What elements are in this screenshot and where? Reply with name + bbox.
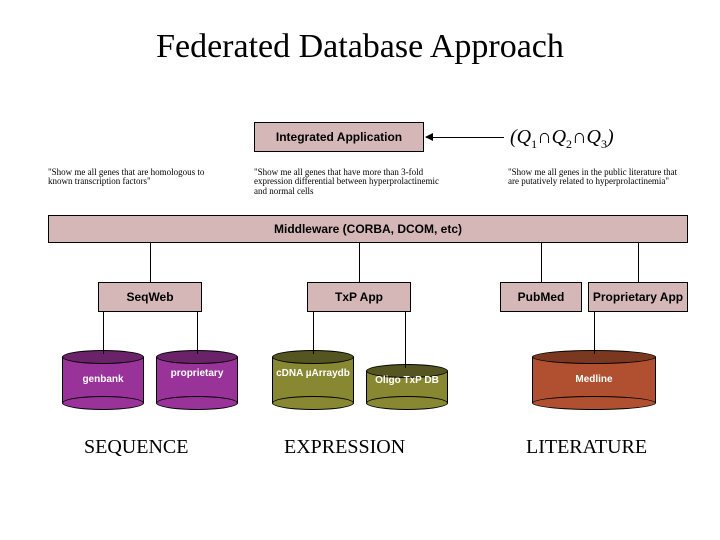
- app-txpapp: TxP App: [307, 282, 411, 312]
- db-proprietary: proprietary: [156, 350, 238, 410]
- connector-line: [197, 312, 198, 354]
- db-medline: Medline: [532, 350, 656, 410]
- db-oligo: Oligo TxP DB: [366, 364, 448, 410]
- db-oligo-label: Oligo TxP DB: [366, 375, 448, 386]
- middleware-box: Middleware (CORBA, DCOM, etc): [48, 215, 688, 243]
- connector-line: [541, 243, 542, 282]
- db-medline-label: Medline: [532, 374, 656, 385]
- quote-q2: "Show me all genes that have more than 3…: [254, 168, 444, 196]
- arrow-line: [426, 137, 504, 138]
- page-title: Federated Database Approach: [0, 0, 720, 66]
- middleware-label: Middleware (CORBA, DCOM, etc): [274, 222, 462, 236]
- section-expression-label: EXPRESSION: [284, 436, 405, 459]
- connector-line: [103, 312, 104, 354]
- query-union-formula: (Q1∩Q2∩Q3): [510, 126, 614, 152]
- app-proprietary-label: Proprietary App: [593, 290, 683, 304]
- section-sequence-label: SEQUENCE: [84, 436, 188, 459]
- app-txpapp-label: TxP App: [335, 290, 383, 304]
- db-genbank: genbank: [62, 350, 144, 410]
- quote-q1: "Show me all genes that are homologous t…: [48, 168, 218, 187]
- integrated-application-box: Integrated Application: [254, 122, 424, 152]
- app-seqweb: SeqWeb: [98, 282, 202, 312]
- db-cdna-label: cDNA µArraydb: [272, 368, 354, 379]
- connector-line: [405, 312, 406, 368]
- app-seqweb-label: SeqWeb: [126, 290, 173, 304]
- section-literature-label: LITERATURE: [526, 436, 647, 459]
- connector-line: [594, 312, 595, 354]
- app-pubmed-label: PubMed: [518, 290, 565, 304]
- connector-line: [150, 243, 151, 282]
- connector-line: [313, 312, 314, 354]
- db-cdna: cDNA µArraydb: [272, 350, 354, 410]
- arrow-head-icon: [425, 133, 433, 141]
- app-pubmed: PubMed: [500, 282, 582, 312]
- connector-line: [359, 243, 360, 282]
- integrated-application-label: Integrated Application: [276, 130, 402, 144]
- db-proprietary-label: proprietary: [156, 368, 238, 379]
- quote-q3: "Show me all genes in the public literat…: [508, 168, 688, 187]
- connector-line: [638, 243, 639, 282]
- app-proprietary: Proprietary App: [588, 282, 688, 312]
- db-genbank-label: genbank: [62, 374, 144, 385]
